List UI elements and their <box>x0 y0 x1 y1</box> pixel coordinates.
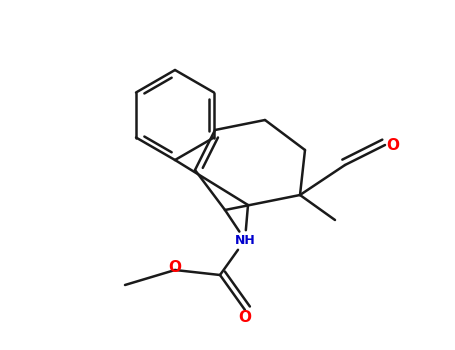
Text: NH: NH <box>235 233 255 246</box>
Text: O: O <box>168 260 182 275</box>
Text: O: O <box>238 310 252 326</box>
Text: O: O <box>386 138 399 153</box>
